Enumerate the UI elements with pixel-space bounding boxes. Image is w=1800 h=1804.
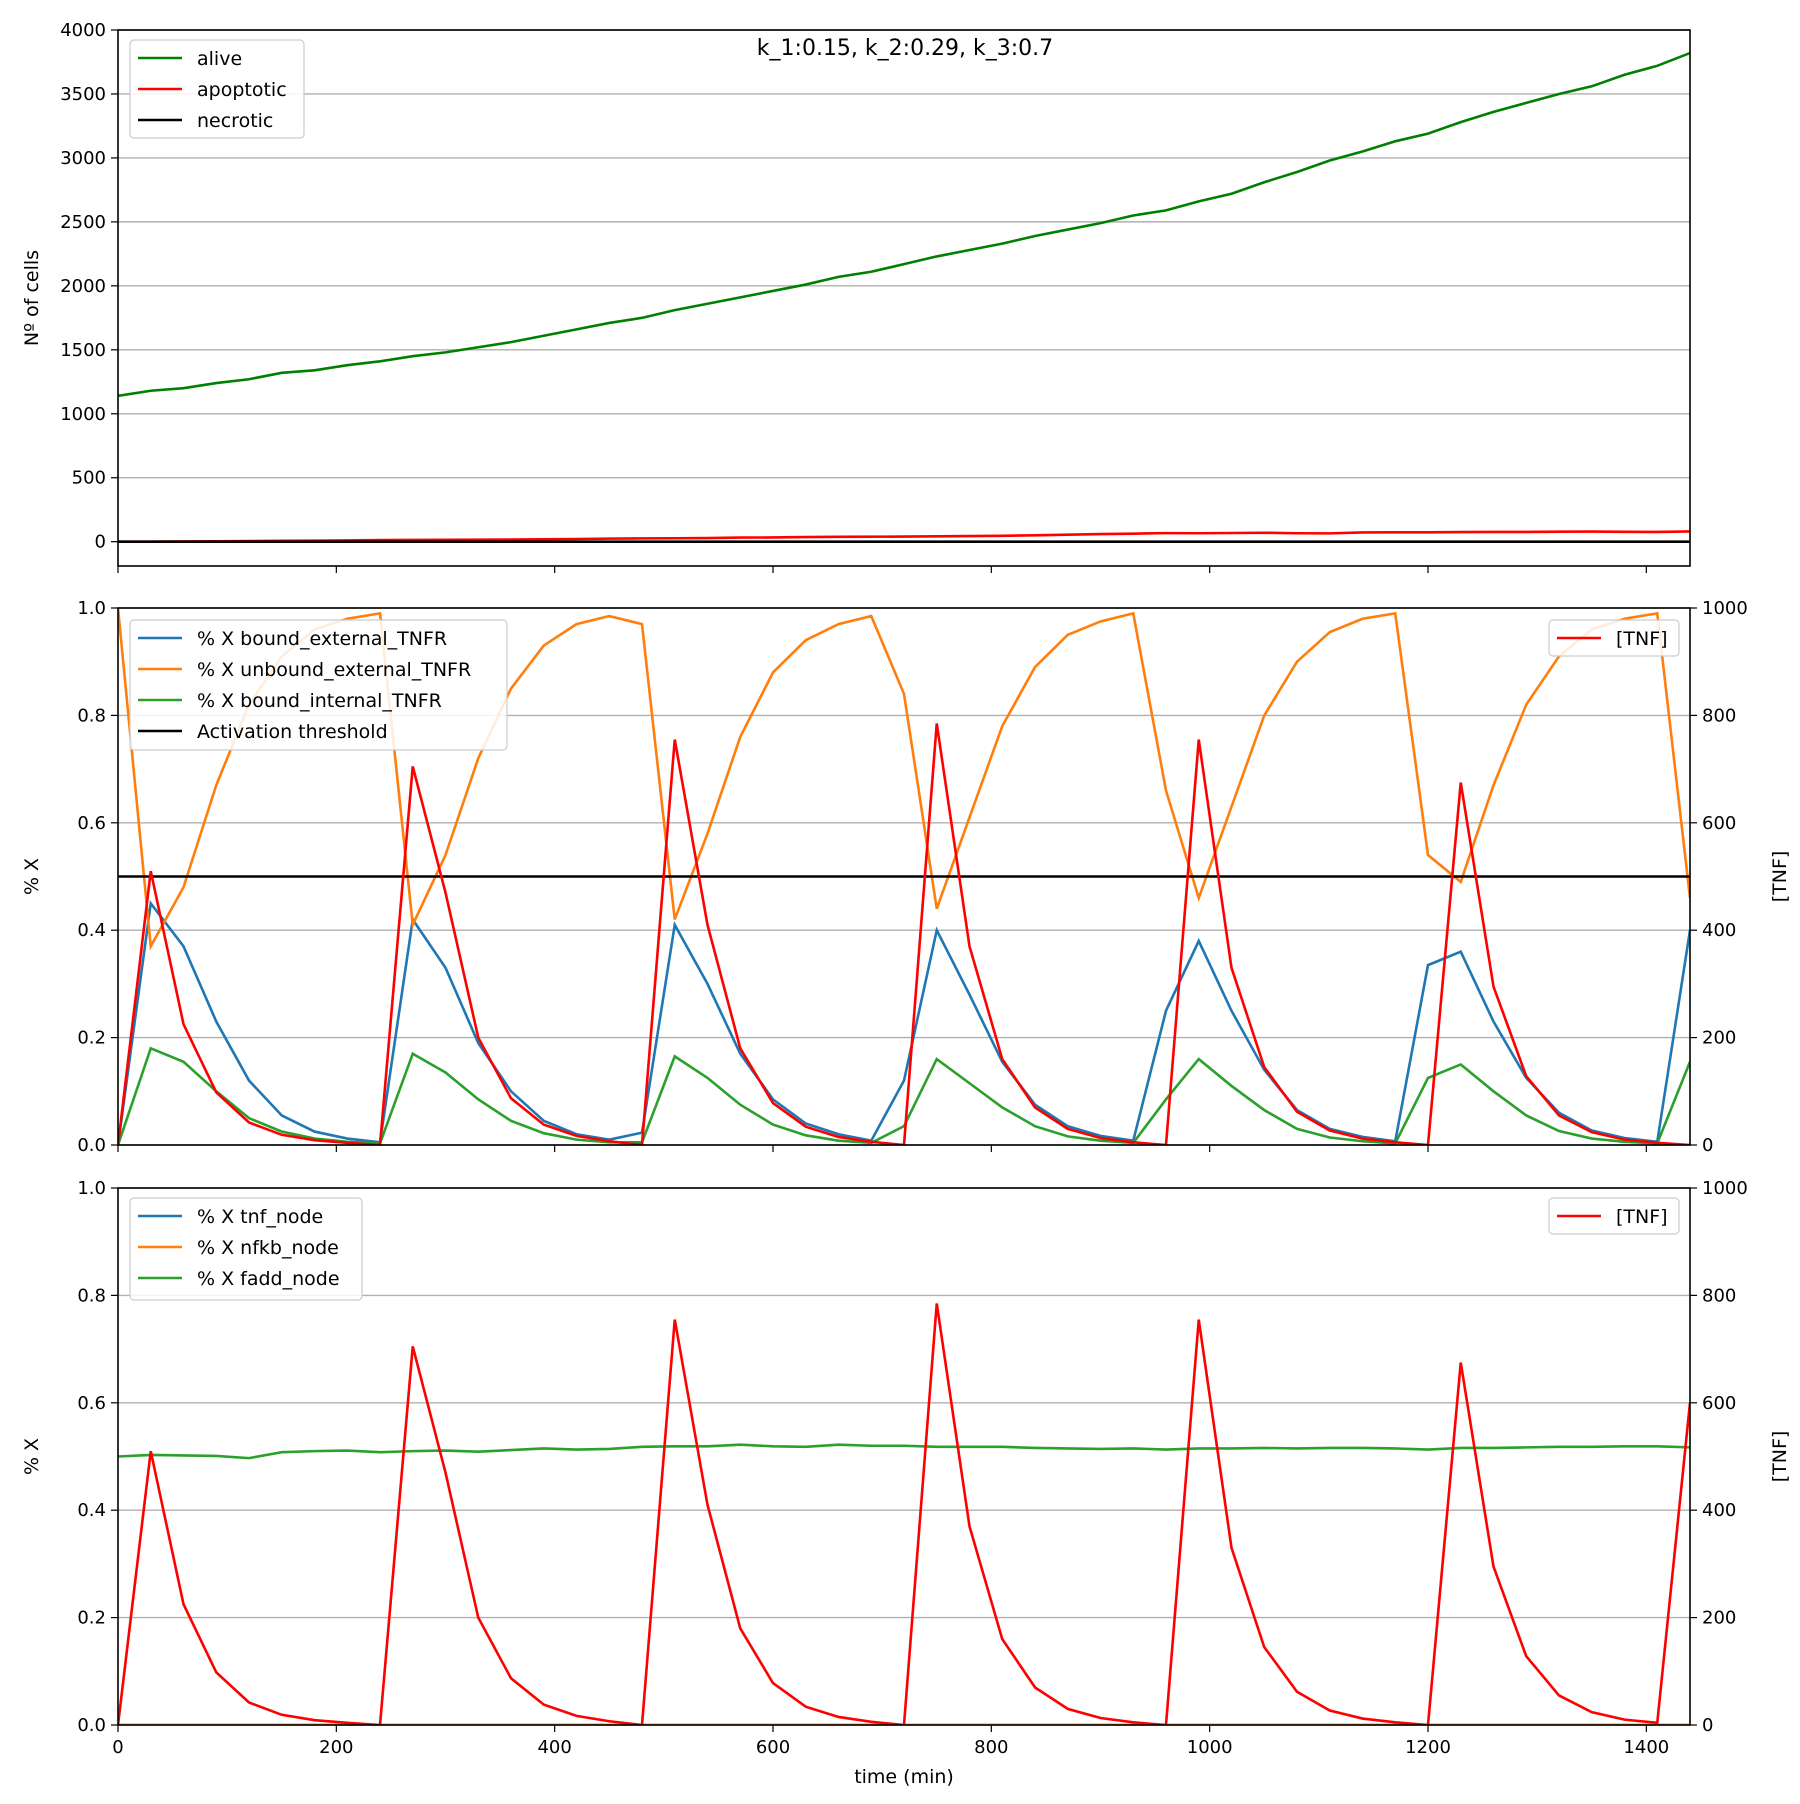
- y-tick-label: 0.6: [77, 813, 106, 834]
- chart-panel-2: 0.0 0.2 0.4 0.6 0.8 1.0 0 200 400 600 800 1000 % X [T…: [21, 598, 1791, 1156]
- x-tick-label: 1400: [1623, 1737, 1669, 1758]
- series-group: [118, 608, 1690, 1145]
- y2-tick-label: 600: [1702, 813, 1736, 834]
- y2-tick-label: 800: [1702, 1285, 1736, 1306]
- y-tick-label: 2000: [60, 276, 106, 297]
- y2-tick-label: 200: [1702, 1028, 1736, 1049]
- legend-entry: % X bound_internal_TNFR: [197, 690, 442, 712]
- series-line-alive: [118, 51, 1690, 398]
- y-tick-label: 2500: [60, 212, 106, 233]
- series-line-apoptotic: [118, 530, 1690, 543]
- series-line-x-unbound-external-tnfr: [118, 608, 1690, 951]
- axes-frame: [117, 607, 1691, 1146]
- y-tick-label: 500: [72, 468, 106, 489]
- y-tick-label: 0.0: [77, 1135, 106, 1156]
- x-tick-label: 200: [319, 1737, 353, 1758]
- y-tick-label: 0.6: [77, 1393, 106, 1414]
- y2-tick-label: 200: [1702, 1608, 1736, 1629]
- y2-axis-label: [TNF]: [1769, 1431, 1791, 1483]
- legend-right: [1548, 1197, 1680, 1235]
- y-tick-label: 0.8: [77, 705, 106, 726]
- y-tick-label: 0.2: [77, 1028, 106, 1049]
- x-tick-label: 1000: [1187, 1737, 1233, 1758]
- x-tick-label: 600: [756, 1737, 790, 1758]
- y-tick-label: 0.4: [77, 920, 106, 941]
- legend-entry: % X tnf_node: [197, 1206, 323, 1228]
- legend-entry: % X nfkb_node: [197, 1237, 339, 1259]
- y-axis-label: Nº of cells: [21, 250, 43, 346]
- chart-panel-1: 0 500 1000 1500 2000 2500 3000 3500 4000 Nº of ce…: [21, 20, 1691, 573]
- y2-tick-label: 1000: [1702, 598, 1748, 619]
- x-axis-label: time (min): [854, 1766, 954, 1788]
- y-tick-label: 3000: [60, 148, 106, 169]
- legend-entry: [TNF]: [1616, 1206, 1668, 1228]
- x-tick-label: 0: [112, 1737, 123, 1758]
- chart-panel-3: 0.0 0.2 0.4 0.6 0.8 1.0 0 200 400 600 800 1000 0 200 4…: [21, 1178, 1791, 1788]
- x-tick-label: 400: [537, 1737, 571, 1758]
- x-tick-label: 1200: [1405, 1737, 1451, 1758]
- legend: [129, 619, 508, 751]
- y-tick-label: 0.8: [77, 1285, 106, 1306]
- y2-tick-label: 800: [1702, 705, 1736, 726]
- y-axis-label: % X: [21, 858, 43, 895]
- y2-axis-label: [TNF]: [1769, 851, 1791, 903]
- y-tick-label: 3500: [60, 84, 106, 105]
- legend-entry: necrotic: [197, 110, 273, 132]
- y-tick-label: 1500: [60, 340, 106, 361]
- y-tick-label: 0: [95, 532, 106, 553]
- legend-right: [1548, 619, 1680, 657]
- legend: [129, 1197, 363, 1301]
- figure-title: k_1:0.15, k_2:0.29, k_3:0.7: [757, 36, 1053, 61]
- y-tick-label: 4000: [60, 20, 106, 41]
- y2-tick-label: 0: [1702, 1135, 1713, 1156]
- y-tick-label: 1.0: [77, 1178, 106, 1199]
- x-tick-label: 800: [974, 1737, 1008, 1758]
- legend-entry: apoptotic: [197, 79, 287, 101]
- y-tick-label: 0.2: [77, 1608, 106, 1629]
- y-tick-label: 1.0: [77, 598, 106, 619]
- legend-entry: Activation threshold: [197, 721, 388, 743]
- legend: [129, 39, 305, 139]
- y-tick-label: 0.4: [77, 1500, 106, 1521]
- legend-entry: % X unbound_external_TNFR: [197, 659, 471, 681]
- y-tick-label: 1000: [60, 404, 106, 425]
- series-line-x-fadd-node: [118, 1443, 1690, 1460]
- y2-tick-label: 400: [1702, 1500, 1736, 1521]
- legend-entry: alive: [197, 48, 242, 70]
- legend-entry: % X fadd_node: [197, 1268, 340, 1290]
- y2-tick-label: 600: [1702, 1393, 1736, 1414]
- y2-tick-label: 0: [1702, 1715, 1713, 1736]
- y2-tick-label: 1000: [1702, 1178, 1748, 1199]
- series-group: [118, 51, 1690, 543]
- legend-entry: % X bound_external_TNFR: [197, 628, 447, 650]
- legend-entry: [TNF]: [1616, 628, 1668, 650]
- series-group: [118, 1303, 1690, 1725]
- axes-frame: [117, 1187, 1691, 1726]
- axes-frame: [117, 29, 1691, 567]
- y2-tick-label: 400: [1702, 920, 1736, 941]
- y-tick-label: 0.0: [77, 1715, 106, 1736]
- y-axis-label: % X: [21, 1438, 43, 1475]
